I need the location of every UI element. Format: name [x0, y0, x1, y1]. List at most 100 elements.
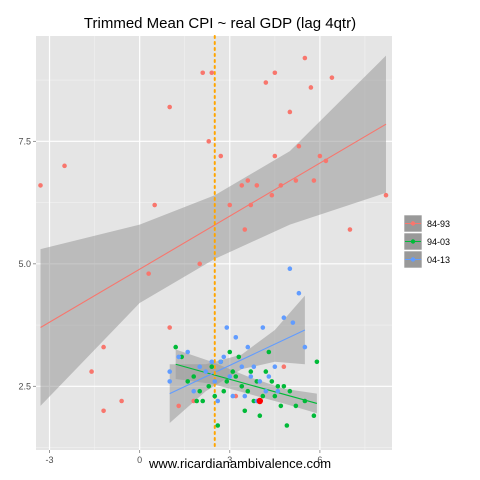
- data-point: [167, 379, 172, 384]
- data-point: [281, 364, 287, 370]
- data-point: [314, 359, 320, 365]
- data-point: [236, 354, 242, 360]
- x-tick-label: 6: [317, 455, 322, 465]
- data-point: [302, 55, 308, 61]
- data-point: [230, 369, 236, 374]
- data-point: [275, 388, 281, 394]
- data-point: [206, 139, 212, 144]
- data-point: [197, 364, 203, 370]
- data-point: [242, 408, 248, 414]
- data-point: [266, 374, 272, 379]
- data-point: [152, 202, 157, 208]
- data-point: [167, 104, 172, 110]
- chart-title: Trimmed Mean CPI ~ real GDP (lag 4qtr): [84, 15, 356, 32]
- data-point: [38, 183, 43, 188]
- data-point: [227, 349, 233, 355]
- data-point: [266, 349, 272, 355]
- data-point: [167, 325, 172, 330]
- data-point: [311, 413, 317, 419]
- data-point: [260, 393, 266, 399]
- x-tick-label: 0: [137, 455, 142, 465]
- x-tick-label: -3: [46, 455, 54, 465]
- data-point: [212, 393, 218, 399]
- data-point: [227, 202, 233, 208]
- data-point: [242, 227, 248, 232]
- data-point: [224, 379, 230, 384]
- data-point: [245, 388, 251, 394]
- data-point: [272, 364, 278, 370]
- legend-label: 04-13: [427, 255, 450, 265]
- data-point: [323, 158, 329, 164]
- data-point: [215, 398, 221, 404]
- data-point: [233, 335, 239, 340]
- data-point: [239, 364, 245, 370]
- data-point: [248, 374, 254, 379]
- data-point: [206, 384, 212, 389]
- data-point: [245, 178, 251, 183]
- data-point: [200, 70, 206, 76]
- data-point: [296, 143, 302, 149]
- y-tick-label: 2.5: [18, 381, 31, 391]
- data-point: [269, 192, 275, 198]
- data-point: [383, 192, 389, 198]
- data-point: [218, 153, 224, 159]
- legend-label: 84-93: [427, 219, 450, 229]
- legend-key-point: [410, 239, 416, 244]
- data-point: [227, 374, 233, 379]
- data-point: [347, 227, 353, 232]
- data-point: [278, 403, 284, 409]
- data-point: [209, 364, 215, 370]
- data-point: [287, 266, 293, 272]
- data-point: [197, 261, 203, 267]
- data-point: [119, 398, 124, 404]
- data-point: [278, 183, 284, 188]
- data-point: [254, 183, 260, 188]
- fit-line: [169, 329, 306, 395]
- data-point: [287, 388, 293, 394]
- data-point: [275, 384, 281, 389]
- data-point: [185, 379, 191, 384]
- data-point: [230, 393, 236, 399]
- data-point: [293, 403, 299, 409]
- data-point: [272, 153, 278, 159]
- confidence-band: [169, 295, 305, 424]
- legend-label: 94-03: [427, 237, 450, 247]
- data-point: [221, 354, 227, 360]
- data-point: [173, 344, 178, 350]
- data-point: [224, 325, 230, 330]
- data-point: [215, 423, 221, 428]
- data-point: [167, 369, 172, 374]
- fit-line: [40, 123, 387, 328]
- data-point: [287, 109, 293, 115]
- data-point: [176, 354, 182, 360]
- data-point: [284, 423, 290, 428]
- data-point: [239, 384, 245, 389]
- data-point: [89, 369, 94, 374]
- fit-line: [175, 363, 318, 404]
- data-point: [212, 379, 218, 384]
- data-points: [38, 55, 389, 428]
- data-point: [263, 80, 269, 85]
- data-point: [203, 369, 209, 374]
- data-point: [233, 374, 239, 379]
- data-point: [263, 369, 269, 374]
- data-point: [242, 393, 248, 399]
- data-point: [62, 163, 67, 169]
- data-point: [308, 85, 314, 90]
- confidence-band: [40, 55, 386, 406]
- y-tick-label: 5.0: [18, 259, 31, 269]
- data-point: [257, 413, 263, 419]
- data-point: [281, 384, 287, 389]
- data-point: [239, 183, 245, 188]
- data-point: [176, 403, 182, 409]
- data-point: [311, 178, 317, 183]
- axis-ticks: -3 0 3 6 2.5 5.0 7.5: [18, 136, 322, 465]
- data-point: [200, 398, 206, 404]
- data-point: [317, 153, 323, 159]
- data-point: [245, 344, 251, 350]
- data-point: [272, 393, 278, 399]
- data-point: [257, 379, 263, 384]
- data-point: [293, 178, 299, 183]
- data-point: [209, 359, 215, 365]
- data-point: [191, 374, 197, 379]
